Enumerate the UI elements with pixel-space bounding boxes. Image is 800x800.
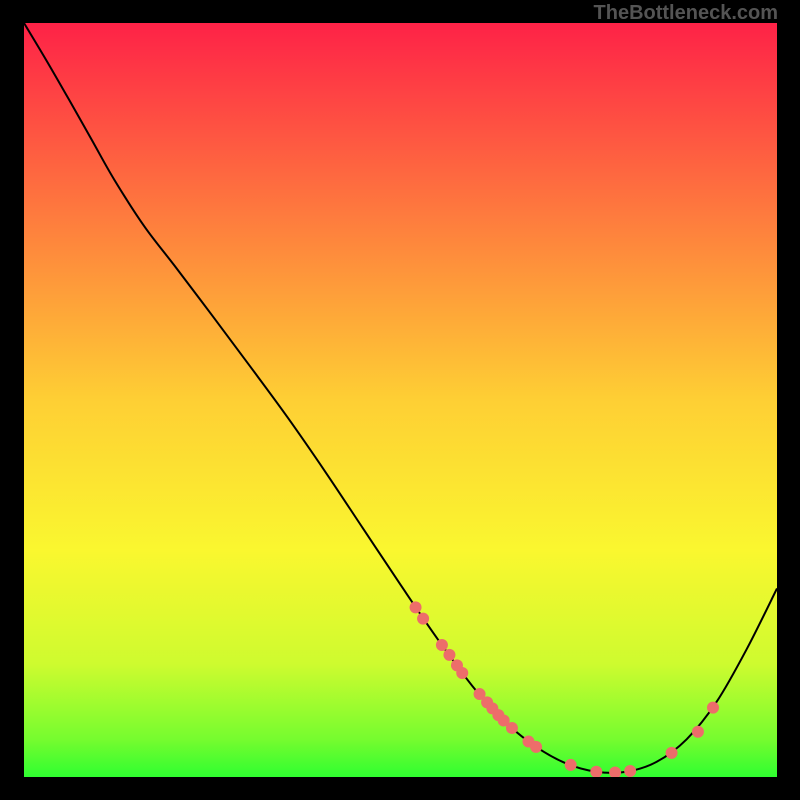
data-point: [692, 726, 704, 738]
chart-container: TheBottleneck.com: [0, 0, 800, 800]
bottleneck-curve-chart: [24, 23, 777, 777]
data-point: [707, 702, 719, 714]
data-point: [666, 747, 678, 759]
data-point: [565, 759, 577, 771]
data-point: [624, 765, 636, 777]
data-point: [443, 649, 455, 661]
data-point: [417, 613, 429, 625]
data-point: [530, 741, 542, 753]
data-point: [456, 667, 468, 679]
attribution-label: TheBottleneck.com: [594, 2, 778, 25]
data-point: [436, 639, 448, 651]
data-point: [506, 722, 518, 734]
gradient-background: [24, 23, 777, 777]
data-point: [410, 601, 422, 613]
